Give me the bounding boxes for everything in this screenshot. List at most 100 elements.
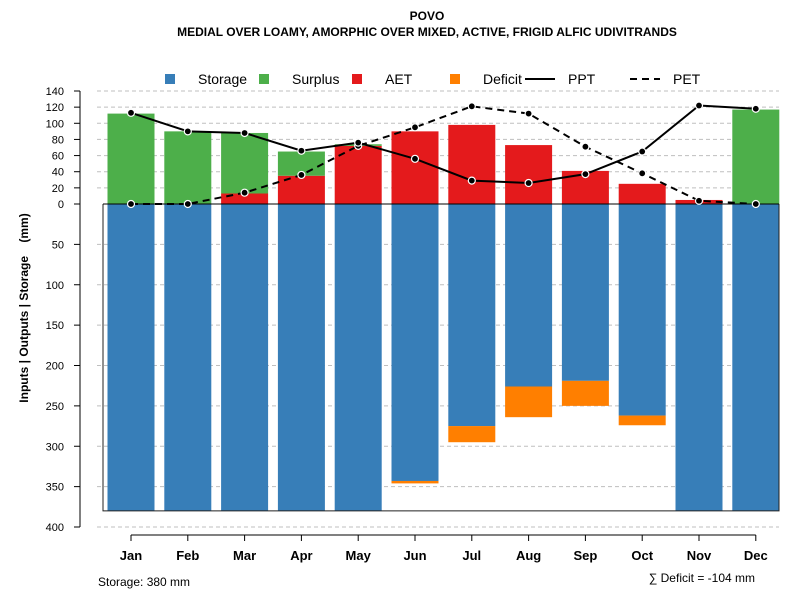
ppt-point-sep bbox=[581, 170, 590, 179]
ppt-point-dec bbox=[751, 104, 760, 113]
legend-label-aet: AET bbox=[385, 71, 413, 87]
bar-storage-apr bbox=[277, 204, 325, 511]
legend-swatch-surplus bbox=[259, 74, 269, 84]
bar-surplus-mar bbox=[221, 132, 269, 194]
y-tick-label: 300 bbox=[46, 441, 64, 453]
bar-deficit-aug bbox=[505, 386, 553, 418]
y-tick-label: 60 bbox=[52, 151, 64, 163]
legend-label-storage: Storage bbox=[198, 71, 247, 87]
axes: 0 20 40 60 80 100 120 140 50 100 150 200 250 300 350 40… bbox=[46, 86, 780, 563]
ppt-point-aug bbox=[524, 178, 533, 188]
legend-label-ppt: PPT bbox=[568, 71, 596, 87]
x-tick-label-mar: Mar bbox=[233, 548, 256, 563]
y-tick-label: 150 bbox=[46, 320, 64, 332]
legend-label-deficit: Deficit bbox=[483, 71, 522, 87]
bar-deficit-jul bbox=[448, 426, 496, 443]
y-tick-label: 250 bbox=[46, 401, 64, 413]
y-tick-label: 100 bbox=[46, 118, 64, 130]
bar-aet-aug bbox=[505, 145, 553, 204]
bar-storage-jan bbox=[107, 204, 155, 511]
ppt-point-mar bbox=[240, 128, 249, 138]
storage-note: Storage: 380 mm bbox=[98, 575, 190, 589]
bar-storage-aug bbox=[505, 204, 553, 387]
pet-point-jan bbox=[126, 199, 136, 209]
ppt-point-may bbox=[354, 138, 363, 147]
bar-storage-oct bbox=[618, 204, 666, 416]
x-tick-label-jul: Jul bbox=[462, 548, 481, 563]
bar-aet-jun bbox=[391, 131, 439, 204]
ppt-point-jul bbox=[467, 176, 476, 185]
y-tick-label: 120 bbox=[46, 102, 64, 114]
legend-label-surplus: Surplus bbox=[292, 71, 339, 87]
bar-deficit-sep bbox=[561, 380, 609, 406]
ppt-line bbox=[130, 104, 756, 185]
x-tick-label-jun: Jun bbox=[403, 548, 426, 563]
y-tick-label: 80 bbox=[52, 134, 64, 146]
y-tick-label: 400 bbox=[46, 522, 64, 534]
bar-storage-nov bbox=[675, 204, 723, 511]
y-tick-label: 350 bbox=[46, 482, 64, 494]
x-tick-label-apr: Apr bbox=[290, 548, 312, 563]
pet-point-nov bbox=[694, 196, 704, 205]
pet-point-jun bbox=[410, 123, 420, 132]
bar-deficit-jun bbox=[391, 480, 439, 484]
bar-aet-mar bbox=[221, 193, 269, 204]
y-axis-label: Inputs | Outputs | Storage (mm) bbox=[17, 213, 31, 402]
pet-point-apr bbox=[297, 170, 306, 180]
chart-subtitle: MEDIAL OVER LOAMY, AMORPHIC OVER MIXED, … bbox=[177, 25, 677, 39]
pet-line bbox=[131, 105, 756, 205]
pet-point-jul bbox=[467, 102, 476, 111]
deficit-note: ∑ Deficit = -104 mm bbox=[649, 571, 755, 585]
bar-storage-sep bbox=[561, 204, 609, 381]
pet-point-dec bbox=[751, 199, 760, 209]
x-tick-label-oct: Oct bbox=[631, 548, 653, 563]
bar-storage-mar bbox=[221, 204, 269, 511]
bar-surplus-jan bbox=[107, 113, 155, 204]
pet-point-oct bbox=[638, 169, 647, 178]
bar-storage-dec bbox=[732, 204, 780, 511]
legend: Storage Surplus AET Deficit PPT PET bbox=[165, 71, 701, 87]
bar-surplus-feb bbox=[164, 131, 212, 204]
ppt-point-feb bbox=[183, 127, 192, 136]
y-tick-label: 50 bbox=[52, 239, 64, 251]
pet-point-mar bbox=[240, 188, 249, 197]
pet-point-aug bbox=[524, 109, 533, 118]
series-lines bbox=[126, 101, 760, 209]
bar-storage-may bbox=[334, 204, 382, 511]
bar-storage-jun bbox=[391, 204, 439, 481]
x-tick-label-jan: Jan bbox=[120, 548, 142, 563]
y-tick-label: 140 bbox=[46, 86, 64, 98]
bar-surplus-dec bbox=[732, 109, 780, 204]
ppt-point-jan bbox=[126, 108, 136, 117]
y-tick-label: 100 bbox=[46, 280, 64, 292]
ppt-point-nov bbox=[694, 101, 704, 110]
bars bbox=[107, 109, 780, 511]
bar-deficit-oct bbox=[618, 415, 666, 426]
bar-aet-may bbox=[334, 145, 382, 204]
x-tick-label-sep: Sep bbox=[573, 548, 597, 563]
storage-capacity-frame bbox=[102, 204, 780, 512]
ppt-point-oct bbox=[638, 147, 647, 156]
x-tick-label-may: May bbox=[346, 548, 372, 563]
ppt-point-apr bbox=[297, 146, 306, 155]
x-tick-label-feb: Feb bbox=[176, 548, 199, 563]
y-tick-label: 0 bbox=[58, 199, 64, 211]
y-tick-label: 40 bbox=[52, 167, 64, 179]
legend-swatch-storage bbox=[165, 74, 175, 84]
bar-storage-feb bbox=[164, 204, 212, 511]
x-tick-label-nov: Nov bbox=[687, 548, 712, 563]
y-tick-label: 200 bbox=[46, 361, 64, 373]
x-tick-label-dec: Dec bbox=[744, 548, 768, 563]
ppt-point-jun bbox=[410, 154, 420, 163]
pet-point-feb bbox=[183, 199, 192, 209]
chart-title: POVO bbox=[410, 9, 445, 23]
legend-label-pet: PET bbox=[673, 71, 701, 87]
x-tick-label-aug: Aug bbox=[516, 548, 541, 563]
legend-swatch-deficit bbox=[450, 74, 460, 84]
bar-storage-jul bbox=[448, 204, 496, 427]
bar-aet-oct bbox=[618, 183, 666, 204]
bar-aet-jul bbox=[448, 124, 496, 204]
legend-swatch-aet bbox=[352, 74, 362, 84]
pet-point-sep bbox=[581, 142, 590, 151]
